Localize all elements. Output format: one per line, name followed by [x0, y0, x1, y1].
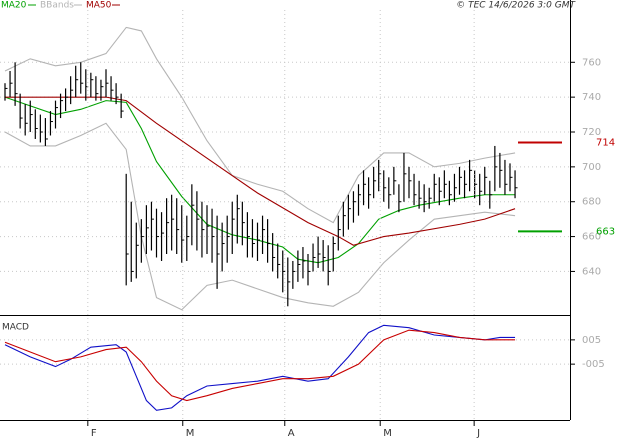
y-tick-label: 680: [582, 197, 601, 208]
y-tick-label: 700: [582, 162, 601, 173]
macd-line: [4, 324, 516, 411]
macd-title: MACD: [2, 323, 29, 333]
y-tick-label: 005: [582, 335, 601, 346]
y-tick-label: -005: [582, 359, 605, 370]
level-label: 663: [596, 226, 615, 237]
y-tick-label: 640: [582, 266, 601, 277]
band-lower: [4, 122, 516, 311]
legend-ma20: MA20: [1, 1, 27, 11]
x-tick-label: M: [383, 428, 392, 439]
y-tick-label: 760: [582, 57, 601, 68]
source: © TEC 14/6/2026 3:0 GMT: [456, 1, 576, 11]
y-tick-label: 740: [582, 92, 601, 103]
x-tick-label: A: [288, 428, 295, 439]
x-tick-label: F: [91, 428, 97, 439]
ma-line: [5, 96, 516, 246]
ma-line: [4, 96, 516, 264]
y-tick-label: 660: [582, 232, 601, 243]
x-tick-label: M: [186, 428, 195, 439]
band-upper: [4, 26, 516, 224]
macd-line: [4, 329, 516, 402]
x-tick-label: J: [476, 428, 480, 439]
level-label: 714: [596, 137, 615, 148]
y-tick-label: 720: [582, 127, 601, 138]
legend-ma50: MA50: [86, 1, 112, 11]
legend-bbands: BBands: [40, 1, 74, 11]
